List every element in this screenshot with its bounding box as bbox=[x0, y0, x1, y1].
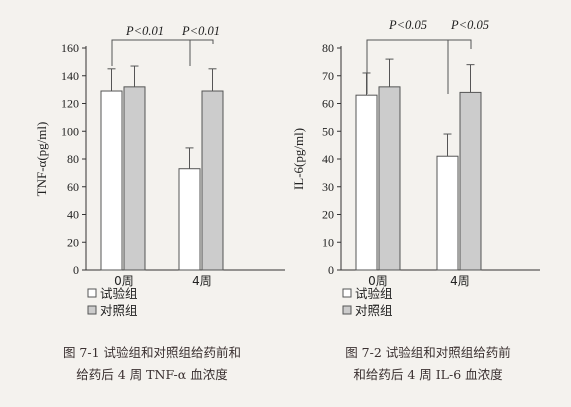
chart1-y-tick-label-5: 100 bbox=[61, 124, 79, 138]
chart1-y-tick-label-2: 40 bbox=[67, 208, 79, 222]
chart2-bar-0-1 bbox=[378, 86, 401, 271]
chart2-y-tick-label-8: 80 bbox=[322, 41, 334, 55]
chart2-legend-label-0: 试验组 bbox=[355, 286, 393, 301]
caption-1-line-2: 给药后 4 周 TNF-α 血浓度 bbox=[76, 367, 228, 382]
chart1-annotation-0: P<0.01 bbox=[125, 24, 164, 38]
chart2-bar-1-1 bbox=[459, 91, 482, 271]
chart2-annotation-0: P<0.05 bbox=[388, 18, 427, 32]
chart2-x-tick-label-0: 0周 bbox=[368, 274, 388, 288]
chart2-y-tick-label-5: 50 bbox=[322, 124, 334, 138]
chart1-bar-0-0 bbox=[100, 90, 123, 271]
chart2-bracket-1 bbox=[447, 39, 472, 49]
caption-2-line-1: 图 7-2 试验组和对照组给药前 bbox=[345, 345, 511, 360]
chart2-y-tick-label-6: 60 bbox=[322, 97, 334, 111]
caption-2: 图 7-2 试验组和对照组给药前 和给药后 4 周 IL-6 血浓度 bbox=[298, 342, 558, 386]
chart1-bar-1-1 bbox=[201, 90, 224, 271]
chart1-bracket-0 bbox=[111, 39, 191, 66]
chart2-legend-swatch-1 bbox=[342, 305, 352, 315]
chart2-legend-swatch-0 bbox=[342, 288, 352, 298]
chart2-y-tick-label-2: 20 bbox=[322, 208, 334, 222]
chart1-bracket-1 bbox=[189, 39, 214, 44]
chart1-y-tick-label-1: 20 bbox=[67, 235, 79, 249]
chart2-bracket-0 bbox=[366, 39, 449, 94]
caption-2-line-2: 和给药后 4 周 IL-6 血浓度 bbox=[353, 367, 503, 382]
chart2-legend-label-1: 对照组 bbox=[355, 303, 393, 318]
chart2-y-tick-label-3: 30 bbox=[322, 180, 334, 194]
chart1-y-tick-label-0: 0 bbox=[73, 263, 79, 277]
chart2-y-tick-label-7: 70 bbox=[322, 69, 334, 83]
chart1-bar-1-0 bbox=[178, 168, 201, 271]
chart2-y-tick-label-1: 10 bbox=[322, 235, 334, 249]
chart1-y-tick-label-3: 60 bbox=[67, 180, 79, 194]
chart2-y-tick-label-0: 0 bbox=[328, 263, 334, 277]
chart1-x-tick-label-0: 0周 bbox=[114, 274, 134, 288]
chart1-y-tick-label-7: 140 bbox=[61, 69, 79, 83]
chart2-y-axis-label: IL-6(pg/ml) bbox=[291, 128, 306, 190]
chart1-y-tick-label-8: 160 bbox=[61, 41, 79, 55]
chart1-y-tick-label-4: 80 bbox=[67, 152, 79, 166]
chart2-x-tick-label-1: 4周 bbox=[450, 274, 470, 288]
caption-1-line-1: 图 7-1 试验组和对照组给药前和 bbox=[62, 345, 242, 360]
chart2-bar-1-0 bbox=[436, 155, 459, 271]
chart1-annotation-1: P<0.01 bbox=[181, 24, 220, 38]
chart1-y-axis-label: TNF-α(pg/ml) bbox=[34, 122, 49, 197]
chart2-annotation-1: P<0.05 bbox=[450, 18, 489, 32]
caption-1: 图 7-1 试验组和对照组给药前和 给药后 4 周 TNF-α 血浓度 bbox=[22, 342, 282, 386]
chart2-bar-0-0 bbox=[355, 94, 378, 271]
chart1-bar-0-1 bbox=[123, 86, 146, 271]
chart1-legend-swatch-0 bbox=[87, 288, 97, 298]
chart1-legend-label-0: 试验组 bbox=[100, 286, 138, 301]
chart2-y-tick-label-4: 40 bbox=[322, 152, 334, 166]
chart1-x-tick-label-1: 4周 bbox=[192, 274, 212, 288]
chart1-legend-swatch-1 bbox=[87, 305, 97, 315]
chart1-legend-label-1: 对照组 bbox=[100, 303, 138, 318]
chart1-y-tick-label-6: 120 bbox=[61, 97, 79, 111]
